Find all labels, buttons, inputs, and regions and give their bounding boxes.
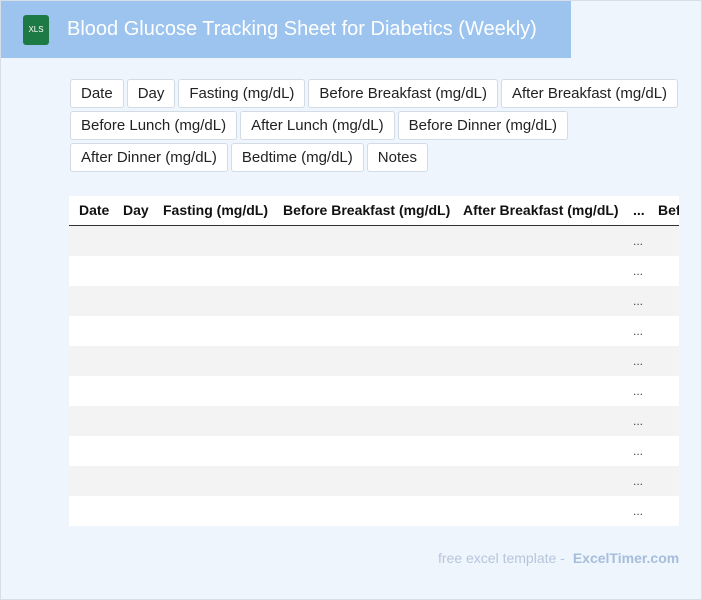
column-header: Fasting (mg/dL): [163, 202, 268, 218]
column-chip[interactable]: Before Breakfast (mg/dL): [308, 79, 498, 108]
ellipsis-cell: ...: [633, 234, 644, 248]
table-row: ...: [69, 496, 679, 526]
table-row: ...: [69, 226, 679, 256]
column-chip[interactable]: Before Dinner (mg/dL): [397, 111, 569, 140]
column-chip[interactable]: After Breakfast (mg/dL): [501, 79, 679, 108]
column-chip[interactable]: Bedtime (mg/dL): [230, 143, 364, 172]
column-header: Date: [79, 202, 110, 218]
table-row: ...: [69, 376, 679, 406]
table-row: ...: [69, 466, 679, 496]
ellipsis-cell: ...: [633, 264, 644, 278]
column-chip[interactable]: Fasting (mg/dL): [178, 79, 306, 108]
column-chip[interactable]: After Dinner (mg/dL): [70, 143, 228, 172]
column-header: Day: [123, 202, 149, 218]
ellipsis-cell: ...: [633, 384, 644, 398]
footer-text: free excel template -: [438, 550, 565, 566]
column-header: After Breakfast (mg/dL): [463, 202, 619, 218]
page-title: Blood Glucose Tracking Sheet for Diabeti…: [67, 18, 537, 40]
ellipsis-cell: ...: [633, 324, 644, 338]
ellipsis-cell: ...: [633, 354, 644, 368]
table-row: ...: [69, 406, 679, 436]
footer-link[interactable]: ExcelTimer.com: [572, 550, 680, 566]
header: XLS Blood Glucose Tracking Sheet for Dia…: [1, 1, 571, 58]
ellipsis-cell: ...: [633, 294, 644, 308]
ellipsis-cell: ...: [633, 444, 644, 458]
table-row: ...: [69, 256, 679, 286]
table-row: ...: [69, 286, 679, 316]
column-chip[interactable]: Date: [70, 79, 124, 108]
column-header: ...: [633, 202, 645, 218]
column-chip[interactable]: After Lunch (mg/dL): [240, 111, 395, 140]
table-row: ...: [69, 436, 679, 466]
column-chip[interactable]: Notes: [366, 143, 428, 172]
table-row: ...: [69, 316, 679, 346]
column-chip[interactable]: Day: [126, 79, 176, 108]
ellipsis-cell: ...: [633, 414, 644, 428]
column-header: Before Lunch (mg/dL): [658, 202, 679, 218]
column-chips: Date Day Fasting (mg/dL) Before Breakfast (…: [70, 79, 685, 172]
header-rule: [69, 225, 679, 226]
ellipsis-cell: ...: [633, 474, 644, 488]
column-chip[interactable]: Before Lunch (mg/dL): [70, 111, 238, 140]
file-icon: XLS: [23, 15, 49, 45]
table: Date Day Fasting (mg/dL) Before Breakfast (…: [69, 196, 679, 526]
ellipsis-cell: ...: [633, 504, 644, 518]
column-header: Before Breakfast (mg/dL): [283, 202, 451, 218]
footer: free excel template - ExcelTimer.com: [438, 550, 679, 566]
table-row: ...: [69, 346, 679, 376]
